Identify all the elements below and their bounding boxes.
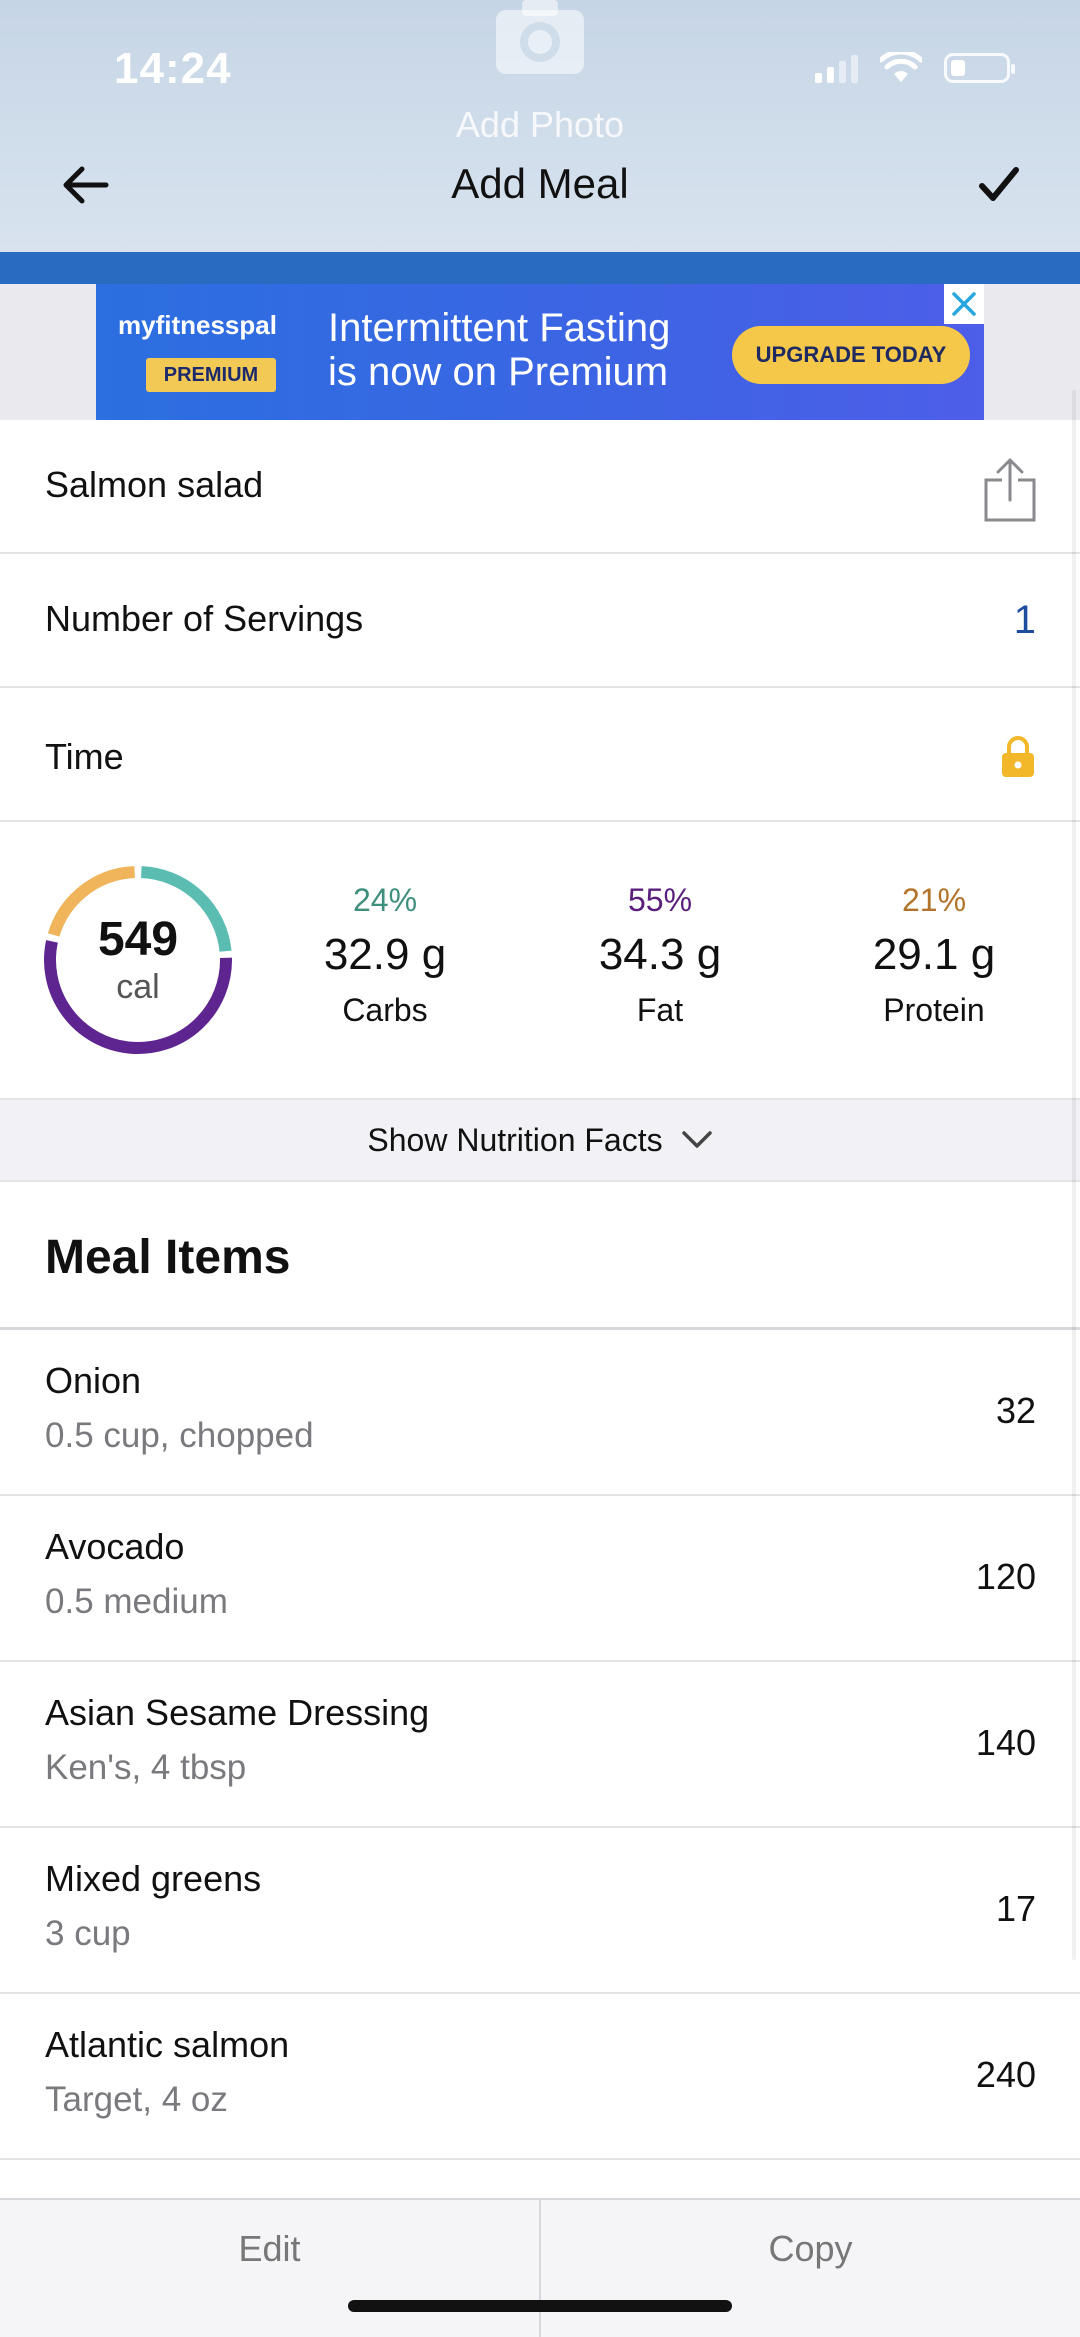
meal-item-name: Onion [45,1360,142,1401]
fat-grams: 34.3 g [598,930,722,979]
fat-percent: 55% [627,882,693,918]
meal-item-calories: 17 [995,1888,1036,1929]
protein-percent: 21% [901,882,967,918]
carbs-percent: 24% [352,882,418,918]
servings-value[interactable]: 1 [1013,598,1036,642]
chevron-down-icon [681,1131,712,1148]
meal-item-row[interactable]: Asian Sesame Dressing Ken's, 4 tbsp 140 [0,1662,1080,1828]
ad-headline-line-1: Intermittent Fasting [328,306,671,350]
meal-item-description: 3 cup [45,1914,131,1953]
share-icon[interactable] [980,456,1040,524]
meal-item-name: Atlantic salmon [45,2024,290,2065]
ring-segment-protein [47,866,136,937]
battery-icon [944,53,1015,83]
meal-item-row[interactable]: Onion 0.5 cup, chopped 32 [0,1330,1080,1496]
meal-item-description: Target, 4 oz [45,2080,228,2119]
carbs-label: Carbs [342,992,428,1028]
carbs-grams: 32.9 g [323,930,447,979]
ad-premium-badge: PREMIUM [146,358,276,392]
meal-item-description: Ken's, 4 tbsp [45,1748,247,1787]
wifi-icon [880,52,922,82]
home-indicator [348,2300,732,2312]
scrollbar[interactable] [1072,390,1076,1960]
meal-item-calories: 32 [995,1390,1036,1431]
premium-ad-banner[interactable]: myfitnesspal PREMIUM Intermittent Fastin… [96,284,984,420]
upgrade-today-button[interactable]: UPGRADE TODAY [732,326,970,384]
arrow-left-icon [63,166,109,204]
camera-icon[interactable] [492,0,588,80]
ad-headline-line-2: is now on Premium [328,350,669,394]
ad-headline: Intermittent Fasting is now on Premium [328,306,768,394]
lock-icon[interactable] [1000,734,1036,778]
servings-row[interactable]: Number of Servings 1 [0,554,1080,688]
meal-item-name: Asian Sesame Dressing [45,1692,430,1733]
show-nutrition-facts-label: Show Nutrition Facts [367,1121,663,1158]
status-time: 14:24 [114,44,232,93]
edit-button[interactable]: Edit [0,2200,541,2337]
meal-items-header: Meal Items [0,1182,1080,1330]
ad-area: myfitnesspal PREMIUM Intermittent Fastin… [0,284,1080,420]
save-meal-button[interactable] [964,150,1034,220]
macro-fat: 55% 34.3 g Fat [550,882,770,1029]
macro-summary: 549 cal 24% 32.9 g Carbs 55% 34.3 g Fat … [0,822,1080,1098]
calorie-unit: cal [116,968,160,1006]
copy-button[interactable]: Copy [768,2227,853,2269]
header: Add Photo 14:24 Add Meal [0,0,1080,252]
calorie-ring-chart [44,866,232,1054]
meal-item-name: Avocado [45,1526,185,1567]
meal-item-name: Mixed greens [45,1858,262,1899]
checkmark-icon [979,167,1019,201]
macro-carbs: 24% 32.9 g Carbs [275,882,495,1029]
protein-label: Protein [883,992,985,1028]
back-button[interactable] [50,150,120,220]
bottom-action-bar: Edit Copy [0,2198,1080,2337]
meal-item-calories: 120 [975,1556,1036,1597]
ad-close-button[interactable] [944,284,984,324]
meal-items-title: Meal Items [45,1231,291,1284]
meal-item-description: 0.5 cup, chopped [45,1416,314,1455]
ad-brand-logo: myfitnesspal [118,310,277,340]
meal-item-row[interactable]: Atlantic salmon Target, 4 oz 240 [0,1994,1080,2160]
meal-item-description: 0.5 medium [45,1582,228,1621]
meal-item-row[interactable]: Mixed greens 3 cup 17 [0,1828,1080,1994]
meal-item-row[interactable]: Avocado 0.5 medium 120 [0,1496,1080,1662]
page-title: Add Meal [451,160,629,207]
meal-item-calories: 240 [975,2054,1036,2095]
meal-item-calories: 140 [975,1722,1036,1763]
fat-label: Fat [636,992,684,1028]
ring-segment-carbs [140,866,232,952]
meal-name[interactable]: Salmon salad [45,464,264,505]
meal-name-row[interactable]: Salmon salad [0,420,1080,554]
time-label: Time [45,736,124,777]
protein-grams: 29.1 g [872,930,996,979]
add-photo-label[interactable]: Add Photo [455,104,625,145]
cellular-signal-icon [815,53,858,83]
show-nutrition-facts-button[interactable]: Show Nutrition Facts [0,1098,1080,1182]
ring-segment-fat [44,940,232,1054]
header-divider [0,252,1080,284]
calorie-total: 549 [97,913,179,966]
servings-label: Number of Servings [45,598,364,639]
close-icon [952,292,976,316]
macro-protein: 21% 29.1 g Protein [824,882,1044,1029]
time-row[interactable]: Time [0,688,1080,822]
status-icons [815,52,1015,84]
